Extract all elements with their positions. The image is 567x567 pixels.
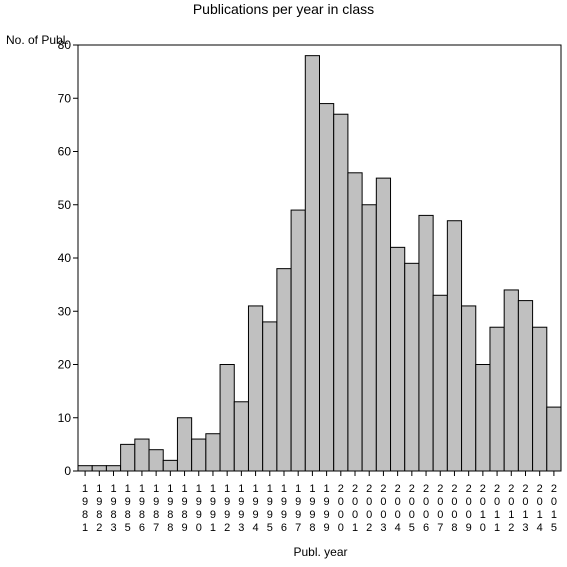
bar [191, 438, 207, 472]
bar [461, 305, 477, 472]
bar [503, 289, 519, 472]
bar [475, 364, 491, 472]
bar [262, 321, 278, 472]
bar [319, 103, 335, 472]
bar [162, 459, 178, 472]
bar [375, 177, 392, 472]
bar [219, 364, 235, 472]
bar [77, 465, 93, 472]
bar [333, 113, 349, 472]
y-tick-label: 60 [58, 145, 72, 159]
bar [276, 268, 292, 472]
y-tick-label: 10 [58, 411, 72, 425]
bar [148, 449, 164, 472]
x-axis-label: Publ. year [293, 545, 348, 559]
bar [446, 220, 463, 472]
y-tick-label: 40 [58, 251, 72, 265]
bar [205, 433, 221, 472]
y-tick-label: 30 [58, 304, 72, 318]
bar [247, 305, 264, 472]
bar [134, 438, 150, 472]
bar [290, 209, 306, 472]
bar [176, 417, 193, 472]
y-tick-label: 50 [58, 198, 72, 212]
bar [489, 326, 505, 472]
bar [91, 465, 107, 472]
bar [233, 401, 249, 472]
bar [517, 300, 534, 472]
bar [404, 262, 420, 472]
y-tick-label: 0 [64, 464, 71, 478]
bar [532, 326, 548, 472]
bar [546, 406, 562, 472]
y-tick-label: 70 [58, 91, 72, 105]
bar [361, 204, 377, 472]
chart-title: Publications per year in class [192, 1, 375, 17]
y-axis-label: No. of Publ. [6, 33, 69, 47]
y-tick-label: 20 [58, 358, 72, 372]
bar [304, 55, 321, 472]
bar [418, 214, 434, 472]
bar [432, 294, 448, 472]
y-tick-label: 80 [58, 38, 72, 52]
bar [347, 172, 363, 472]
bar [390, 246, 406, 472]
bar [120, 443, 136, 472]
bar [105, 465, 122, 472]
